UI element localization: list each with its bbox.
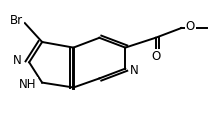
Text: Br: Br [10, 14, 23, 27]
Text: O: O [151, 50, 160, 63]
Text: N: N [130, 64, 138, 76]
Text: NH: NH [19, 78, 37, 90]
Text: N: N [13, 54, 22, 67]
Text: O: O [186, 20, 195, 33]
